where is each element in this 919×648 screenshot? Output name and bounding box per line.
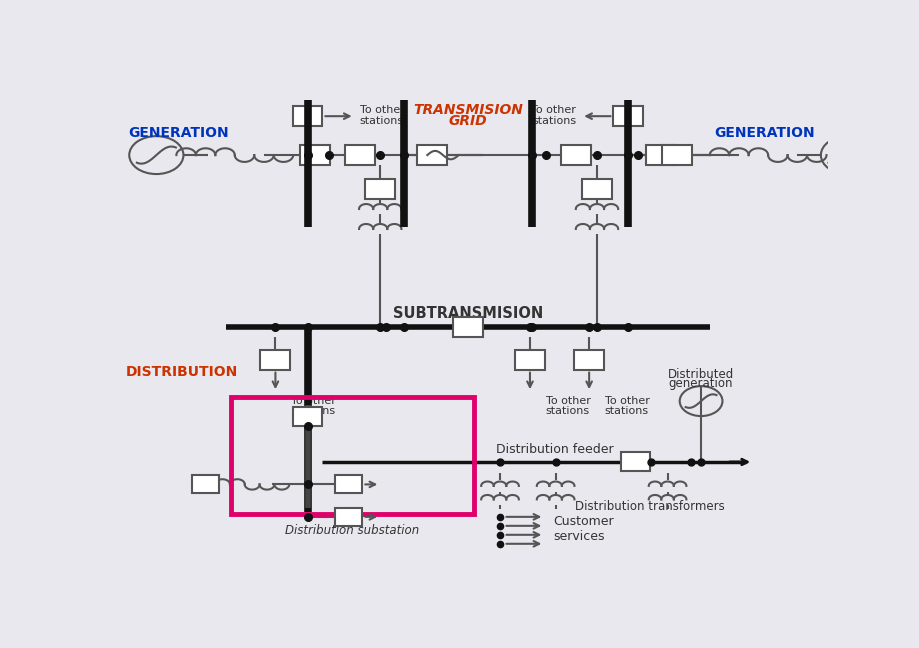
Text: TRANSMISION: TRANSMISION	[413, 103, 522, 117]
Text: To other: To other	[290, 396, 335, 406]
Bar	[515, 350, 544, 369]
Bar	[345, 145, 374, 165]
Text: stations: stations	[359, 116, 403, 126]
Text: To other: To other	[604, 396, 649, 406]
Bar	[300, 145, 329, 165]
Text: Distribution substation: Distribution substation	[285, 524, 419, 537]
Bar	[335, 476, 362, 493]
Bar	[292, 106, 323, 126]
Text: Distributed: Distributed	[667, 368, 733, 381]
Bar	[260, 350, 290, 369]
Text: To other: To other	[545, 396, 590, 406]
Bar	[645, 145, 675, 165]
Bar	[417, 145, 447, 165]
Text: To other: To other	[359, 105, 404, 115]
Text: Distribution transformers: Distribution transformers	[574, 500, 724, 513]
Bar	[365, 179, 395, 199]
Text: stations: stations	[604, 406, 648, 415]
Bar	[293, 406, 322, 426]
Bar	[335, 508, 362, 526]
Bar	[231, 397, 473, 515]
Text: stations: stations	[545, 406, 589, 415]
Text: generation: generation	[668, 376, 732, 389]
Text: GRID: GRID	[448, 114, 487, 128]
Bar	[582, 179, 611, 199]
Text: GENERATION: GENERATION	[128, 126, 228, 140]
Text: Distribution feeder: Distribution feeder	[496, 443, 613, 456]
Bar	[561, 145, 591, 165]
Text: stations: stations	[290, 406, 335, 415]
Bar	[619, 452, 650, 472]
Text: SUBTRANSMISION: SUBTRANSMISION	[392, 306, 542, 321]
Bar	[613, 106, 642, 126]
Bar	[573, 350, 604, 369]
Text: stations: stations	[531, 116, 575, 126]
Text: DISTRIBUTION: DISTRIBUTION	[126, 365, 238, 379]
Text: GENERATION: GENERATION	[714, 126, 814, 140]
Text: Customer
services: Customer services	[553, 515, 614, 543]
Bar	[452, 318, 482, 337]
Bar	[661, 145, 691, 165]
Bar	[192, 476, 219, 493]
Text: To other: To other	[531, 105, 575, 115]
